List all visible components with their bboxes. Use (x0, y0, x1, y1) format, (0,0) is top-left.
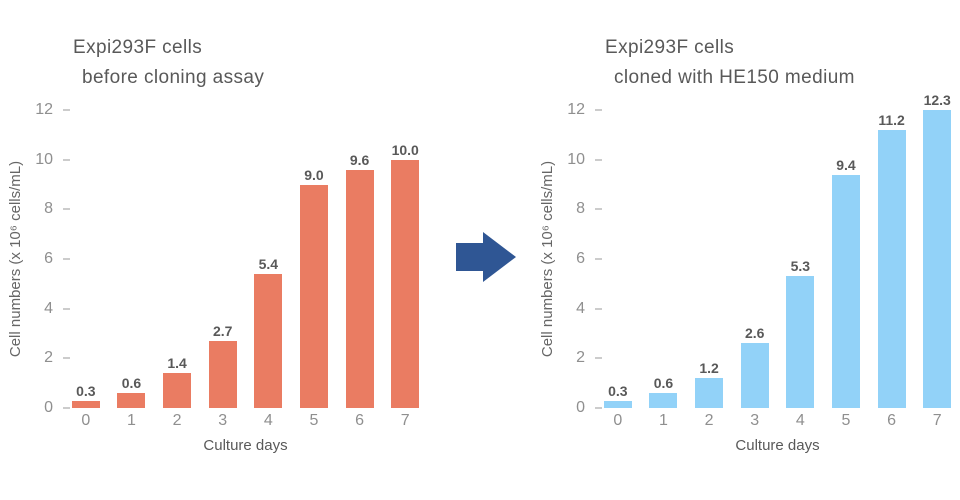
y-tick-label-0: 0 (576, 399, 585, 416)
y-tick-mark-12 (63, 109, 70, 111)
bar-day-0 (603, 400, 632, 408)
x-tick-label-5: 5 (841, 412, 851, 429)
y-tick-label-2: 2 (576, 349, 585, 367)
chart-cloned-he150: Expi293F cells cloned with HE150 medium … (532, 0, 960, 500)
x-tick-label-0: 0 (613, 412, 623, 429)
y-tick-mark-8 (595, 208, 602, 211)
y-tick-mark-0 (63, 407, 70, 409)
y-tick-label-8: 8 (44, 200, 53, 218)
bar-value-label-day-7: 10.0 (391, 141, 419, 158)
bar-day-1 (649, 393, 678, 408)
bar-day-3 (208, 340, 237, 408)
bar-day-6 (877, 129, 906, 408)
bar-value-label-day-0: 0.3 (608, 382, 628, 399)
bar-value-label-day-3: 2.6 (744, 325, 765, 342)
bar-day-7 (923, 110, 952, 408)
bar-value-label-day-2: 1.4 (167, 355, 187, 372)
x-tick-label-2: 2 (172, 412, 182, 429)
bar-value-label-day-5: 9.4 (836, 156, 856, 173)
y-tick-mark-6 (63, 258, 70, 260)
x-tick-label-6: 6 (355, 412, 365, 429)
x-tick-label-7: 7 (400, 412, 410, 429)
y-tick-label-4: 4 (576, 299, 585, 317)
chart-title-line2: before cloning assay (82, 67, 265, 88)
x-tick-label-7: 7 (932, 412, 942, 429)
y-tick-label-12: 12 (567, 101, 585, 118)
x-tick-label-3: 3 (218, 412, 228, 429)
right-arrow-icon (456, 232, 516, 282)
y-tick-label-2: 2 (44, 349, 53, 367)
bar-day-7 (391, 159, 420, 408)
x-tick-label-4: 4 (263, 412, 273, 429)
x-tick-label-6: 6 (887, 412, 897, 429)
y-tick-mark-2 (63, 357, 70, 360)
bar-day-5 (831, 174, 860, 408)
bar-value-label-day-7: 12.3 (923, 92, 951, 108)
y-tick-mark-0 (595, 407, 602, 409)
x-tick-label-1: 1 (126, 412, 136, 429)
y-tick-label-6: 6 (44, 250, 53, 267)
bar-day-3 (740, 343, 769, 408)
bar-value-label-day-1: 0.6 (653, 375, 674, 392)
bar-value-label-day-6: 11.2 (878, 111, 905, 128)
bar-value-label-day-4: 5.4 (258, 255, 279, 272)
bar-value-label-day-1: 0.6 (121, 375, 142, 392)
y-tick-label-4: 4 (44, 299, 53, 317)
x-axis-label: Culture days (203, 437, 288, 454)
x-tick-label-0: 0 (81, 412, 91, 429)
bar-value-label-day-3: 2.7 (212, 322, 233, 339)
x-tick-label-2: 2 (704, 412, 714, 429)
chart-title-line2: cloned with HE150 medium (614, 67, 855, 88)
bar-day-0 (71, 400, 100, 408)
bar-value-label-day-6: 9.6 (349, 151, 370, 168)
y-tick-label-12: 12 (35, 101, 53, 118)
bar-day-1 (117, 393, 146, 408)
y-tick-mark-6 (595, 258, 602, 260)
bar-value-label-day-2: 1.2 (699, 360, 719, 377)
y-tick-label-10: 10 (35, 150, 53, 168)
y-tick-mark-12 (595, 109, 602, 111)
bar-day-5 (299, 184, 328, 408)
y-tick-label-8: 8 (576, 200, 585, 218)
x-tick-label-3: 3 (750, 412, 760, 429)
chart-title: Expi293F cells cloned with HE150 medium (605, 33, 855, 93)
y-tick-mark-10 (63, 158, 70, 161)
bar-day-6 (345, 169, 374, 408)
chart-before-cloning: Expi293F cells before cloning assay Cell… (0, 0, 460, 500)
bar-value-label-day-5: 9.0 (304, 166, 324, 183)
y-tick-mark-10 (595, 158, 602, 161)
chart-title-line1: Expi293F cells (73, 37, 203, 58)
y-tick-label-6: 6 (576, 250, 585, 267)
bar-day-4 (254, 273, 283, 408)
bar-day-4 (786, 276, 815, 408)
bar-day-2 (695, 378, 724, 408)
y-tick-mark-4 (63, 307, 70, 310)
y-tick-label-10: 10 (567, 150, 585, 168)
chart-title: Expi293F cells before cloning assay (73, 33, 264, 93)
bar-day-2 (163, 373, 192, 408)
x-tick-label-5: 5 (309, 412, 319, 429)
x-tick-label-1: 1 (658, 412, 668, 429)
chart-title-line1: Expi293F cells (605, 37, 735, 58)
x-axis-label: Culture days (735, 437, 820, 454)
bar-value-label-day-0: 0.3 (76, 382, 96, 399)
y-tick-mark-2 (595, 357, 602, 360)
x-tick-label-4: 4 (795, 412, 805, 429)
right-arrow-shape (456, 232, 516, 282)
bar-value-label-day-4: 5.3 (790, 258, 811, 275)
y-tick-mark-8 (63, 208, 70, 211)
y-tick-mark-4 (595, 307, 602, 310)
y-tick-label-0: 0 (44, 399, 53, 416)
